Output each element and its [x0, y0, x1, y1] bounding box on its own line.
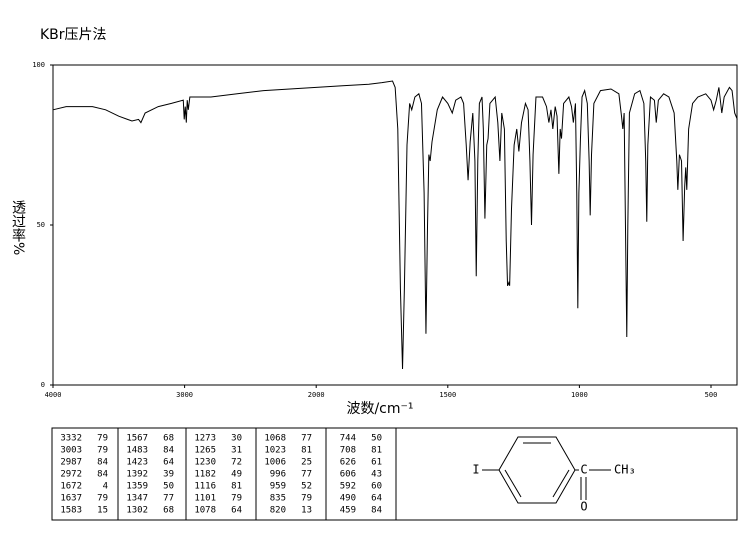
peak-wavenumber: 1483	[126, 446, 148, 456]
peak-transmittance: 30	[231, 434, 242, 444]
peak-wavenumber: 1068	[264, 434, 286, 444]
x-tick-label: 2000	[308, 391, 325, 399]
peak-transmittance: 79	[301, 494, 312, 504]
peak-wavenumber: 1583	[60, 506, 82, 516]
peak-wavenumber: 708	[340, 446, 356, 456]
peak-transmittance: 68	[163, 434, 174, 444]
peak-wavenumber: 1182	[194, 470, 216, 480]
peak-transmittance: 50	[163, 482, 174, 492]
peak-transmittance: 81	[231, 482, 242, 492]
peak-transmittance: 39	[163, 470, 174, 480]
x-axis-label: 波数/cm⁻¹	[346, 401, 413, 417]
peak-transmittance: 84	[97, 458, 108, 468]
y-axis-label: 透过率%	[10, 200, 26, 255]
peak-transmittance: 15	[97, 506, 108, 516]
y-tick-label: 100	[32, 61, 45, 69]
peak-wavenumber: 996	[270, 470, 286, 480]
peak-wavenumber: 1101	[194, 494, 216, 504]
peak-wavenumber: 1672	[60, 482, 82, 492]
peak-wavenumber: 1116	[194, 482, 216, 492]
peak-transmittance: 64	[371, 494, 382, 504]
peak-transmittance: 79	[97, 446, 108, 456]
atom-label: C	[580, 463, 587, 477]
structure-bonds	[482, 436, 611, 504]
peak-transmittance: 72	[231, 458, 242, 468]
peak-wavenumber: 626	[340, 458, 356, 468]
peak-wavenumber: 490	[340, 494, 356, 504]
peak-transmittance: 81	[301, 446, 312, 456]
bond	[504, 469, 522, 498]
peak-wavenumber: 1359	[126, 482, 148, 492]
peak-wavenumber: 959	[270, 482, 286, 492]
peak-transmittance: 84	[97, 470, 108, 480]
peak-transmittance: 52	[301, 482, 312, 492]
peak-wavenumber: 3332	[60, 434, 82, 444]
peak-transmittance: 43	[371, 470, 382, 480]
atom-label: I	[472, 463, 479, 477]
peak-wavenumber: 606	[340, 470, 356, 480]
table-dividers	[117, 428, 397, 520]
peak-wavenumber: 1637	[60, 494, 82, 504]
peak-wavenumber: 459	[340, 506, 356, 516]
atom-label: CH₃	[614, 463, 636, 477]
peak-wavenumber: 2972	[60, 470, 82, 480]
peak-transmittance: 77	[163, 494, 174, 504]
peak-wavenumber: 1347	[126, 494, 148, 504]
peak-wavenumber: 1567	[126, 434, 148, 444]
plot-frame	[52, 64, 738, 386]
peak-transmittance: 49	[231, 470, 242, 480]
peak-transmittance: 64	[163, 458, 174, 468]
peak-transmittance: 77	[301, 470, 312, 480]
peak-wavenumber: 1006	[264, 458, 286, 468]
peak-transmittance: 79	[97, 494, 108, 504]
peak-wavenumber: 1023	[264, 446, 286, 456]
peak-transmittance: 77	[301, 434, 312, 444]
atom-label: O	[580, 500, 587, 514]
peak-wavenumber: 592	[340, 482, 356, 492]
peak-transmittance: 61	[371, 458, 382, 468]
peak-transmittance: 84	[371, 506, 382, 516]
x-tick-label: 3000	[176, 391, 193, 399]
peak-wavenumber: 1230	[194, 458, 216, 468]
peak-transmittance: 64	[231, 506, 242, 516]
peak-wavenumber: 1265	[194, 446, 216, 456]
x-tick-label: 1500	[439, 391, 456, 399]
peak-wavenumber: 1302	[126, 506, 148, 516]
peak-transmittance: 25	[301, 458, 312, 468]
y-tick-label: 0	[41, 381, 45, 389]
peak-transmittance: 81	[371, 446, 382, 456]
bond	[552, 469, 570, 498]
peak-wavenumber: 1423	[126, 458, 148, 468]
x-tick-label: 1000	[571, 391, 588, 399]
peak-wavenumber: 820	[270, 506, 286, 516]
peak-wavenumber: 3003	[60, 446, 82, 456]
peak-transmittance: 68	[163, 506, 174, 516]
peak-transmittance: 50	[371, 434, 382, 444]
peak-wavenumber: 1273	[194, 434, 216, 444]
x-tick-label: 500	[705, 391, 718, 399]
table-frame	[51, 427, 738, 521]
peak-transmittance: 84	[163, 446, 174, 456]
x-tick-label: 4000	[45, 391, 62, 399]
peak-wavenumber: 2987	[60, 458, 82, 468]
peak-transmittance: 31	[231, 446, 242, 456]
peak-wavenumber: 1078	[194, 506, 216, 516]
peak-transmittance: 4	[103, 482, 108, 492]
peak-wavenumber: 744	[340, 434, 356, 444]
chart-title: KBr压片法	[40, 27, 107, 43]
peak-transmittance: 60	[371, 482, 382, 492]
benzene-ring	[498, 436, 576, 504]
peak-wavenumber: 835	[270, 494, 286, 504]
peak-wavenumber: 1392	[126, 470, 148, 480]
peak-transmittance: 13	[301, 506, 312, 516]
y-tick-label: 50	[37, 221, 45, 229]
peak-transmittance: 79	[231, 494, 242, 504]
peak-transmittance: 79	[97, 434, 108, 444]
spectrum-line	[52, 80, 738, 370]
